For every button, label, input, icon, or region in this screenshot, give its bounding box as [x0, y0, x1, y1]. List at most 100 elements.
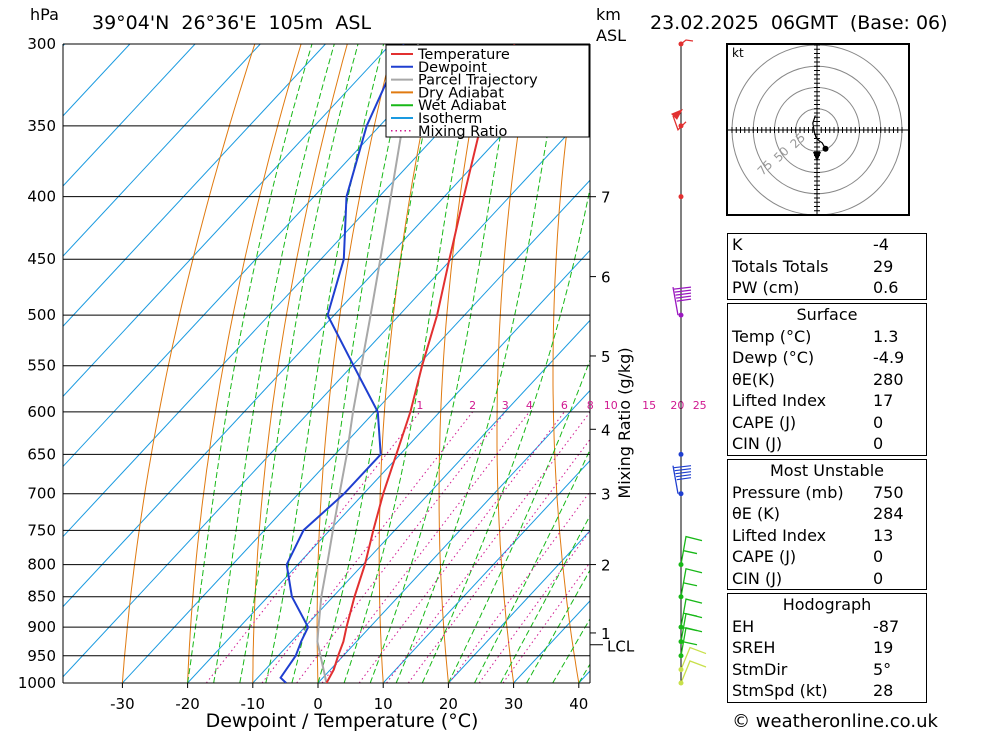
- wind-barb-flag: [682, 626, 698, 632]
- wet-adiabat: [187, 44, 313, 683]
- wind-barb: [680, 567, 703, 597]
- wind-barb-flag: [675, 471, 692, 475]
- dry-adiabat: [187, 44, 302, 683]
- km-tick-label: 3: [601, 486, 611, 504]
- isotherm-line: [63, 109, 590, 678]
- wind-barb: [680, 39, 694, 45]
- mixing-ratio-line: [296, 411, 506, 683]
- wind-barbs: [671, 39, 707, 686]
- lcl-label: LCL: [607, 638, 635, 656]
- legend-label: Mixing Ratio: [418, 124, 508, 140]
- pressure-tick-label: 650: [27, 445, 56, 463]
- parcel-trajectory-line: [316, 44, 420, 683]
- km-tick-label: 6: [601, 269, 611, 287]
- index-row: K -4: [732, 235, 889, 254]
- wet-adiabat: [239, 44, 359, 683]
- wind-barb: [672, 287, 679, 316]
- mixing-ratio-label: 10: [604, 399, 618, 412]
- temp-tick-label: 10: [374, 695, 393, 713]
- km-tick-label: 2: [601, 557, 611, 575]
- temp-tick-label: -20: [175, 695, 200, 713]
- legend-label: Parcel Trajectory: [418, 73, 538, 89]
- mixing-ratio-label: 8: [587, 399, 594, 412]
- dry-adiabat: [948, 44, 1000, 683]
- wind-barb-flag: [676, 474, 692, 478]
- index-row: Temp (°C) 1.3: [732, 326, 899, 346]
- pressure-tick-label: 750: [27, 521, 56, 539]
- isotherm-line: [63, 44, 196, 187]
- surface-indices-box: Surface Temp (°C) 1.3 Dewp (°C) -4.9 θE(K)…: [727, 303, 927, 456]
- mixing-ratio-label: 25: [693, 399, 707, 412]
- datetime-title: 23.02.2025 06GMT (Base: 06): [650, 12, 948, 34]
- dry-adiabat: [496, 44, 533, 683]
- section-title: Hodograph: [782, 595, 872, 614]
- index-row: CAPE (J) 0: [732, 547, 884, 566]
- dewpoint-line: [279, 44, 405, 683]
- legend-label: Wet Adiabat: [418, 98, 507, 114]
- km-unit: km: [596, 5, 621, 24]
- index-row: CIN (J) 0: [732, 568, 884, 588]
- mixing-ratio-label: 1: [416, 399, 423, 412]
- legend-label: Dewpoint: [418, 60, 487, 76]
- hodograph-trace: [812, 115, 827, 149]
- pressure-tick-label: 300: [27, 35, 56, 53]
- km-tick-label: 5: [601, 348, 611, 366]
- section-title: Surface: [796, 305, 858, 324]
- km-tick-label: 7: [601, 189, 611, 207]
- dry-adiabat: [316, 44, 394, 683]
- isotherm-line: [63, 44, 587, 608]
- wet-adiabat: [213, 44, 335, 683]
- wet-adiabat: [526, 569, 590, 683]
- wind-barb-flag: [682, 549, 698, 555]
- index-row: Lifted Index 17: [732, 391, 894, 410]
- sounding-profiles: [279, 44, 516, 683]
- pressure-tick-label: 950: [27, 647, 56, 665]
- mixing-ratio-line: [478, 529, 590, 683]
- wind-level-dot: [678, 194, 684, 200]
- mixing-ratio-label: 4: [526, 399, 533, 412]
- wind-barb-flag: [682, 612, 698, 617]
- wind-barb-flag: [682, 641, 698, 646]
- pressure-tick-label: 500: [27, 306, 56, 324]
- isotherm-line: [63, 44, 261, 257]
- wind-barb: [672, 115, 687, 132]
- mixing-ratio-label: 2: [469, 399, 476, 412]
- dry-adiabat: [994, 44, 1000, 683]
- temperature-line: [325, 44, 516, 683]
- header: hPa 39°04'N 26°36'E 105m ASL km ASL 23.0…: [30, 5, 948, 45]
- index-row: EH -87: [732, 616, 900, 636]
- wind-barb-flag: [673, 286, 692, 290]
- hodograph-unit-label: kt: [732, 46, 744, 60]
- location-title: 39°04'N 26°36'E 105m ASL: [92, 12, 371, 34]
- wet-adiabat: [500, 514, 590, 683]
- wind-barb-flag: [676, 295, 692, 299]
- isotherm-line: [382, 459, 590, 683]
- pressure-tick-label: 350: [27, 117, 56, 135]
- index-row: Pressure (mb) 750: [732, 482, 904, 502]
- index-row: Dewp (°C) -4.9: [732, 348, 905, 367]
- wind-barb-flag: [674, 468, 692, 472]
- legend-label: Dry Adiabat: [418, 85, 504, 101]
- mixing-ratio-axis-label: Mixing Ratio (g/kg): [615, 347, 634, 498]
- wind-level-dot: [678, 491, 684, 497]
- mixing-ratio-label: 6: [561, 399, 568, 412]
- km-tick-label: 4: [601, 421, 611, 439]
- wind-barb: [672, 465, 679, 494]
- storm-motion-marker: [813, 152, 821, 162]
- mixing-ratio-line: [386, 411, 590, 683]
- wind-barb-flag: [676, 298, 692, 302]
- mixing-ratio-line: [321, 411, 530, 683]
- most-unstable-box: Most Unstable Pressure (mb) 750 θE (K) 284…: [727, 459, 927, 590]
- index-row: θE (K) 284: [732, 504, 904, 523]
- wind-barb-flag: [676, 477, 692, 481]
- wind-barb-flag: [675, 292, 692, 296]
- mixing-ratio-label: 15: [642, 399, 656, 412]
- index-row: StmSpd (kt) 28: [732, 681, 894, 700]
- hodograph-end-dot: [822, 145, 829, 152]
- wet-adiabat: [421, 186, 590, 683]
- dry-adiabat: [552, 44, 580, 683]
- pressure-tick-label: 600: [27, 403, 56, 421]
- asl-unit: ASL: [596, 26, 626, 45]
- mixing-ratio-label: 20: [670, 399, 684, 412]
